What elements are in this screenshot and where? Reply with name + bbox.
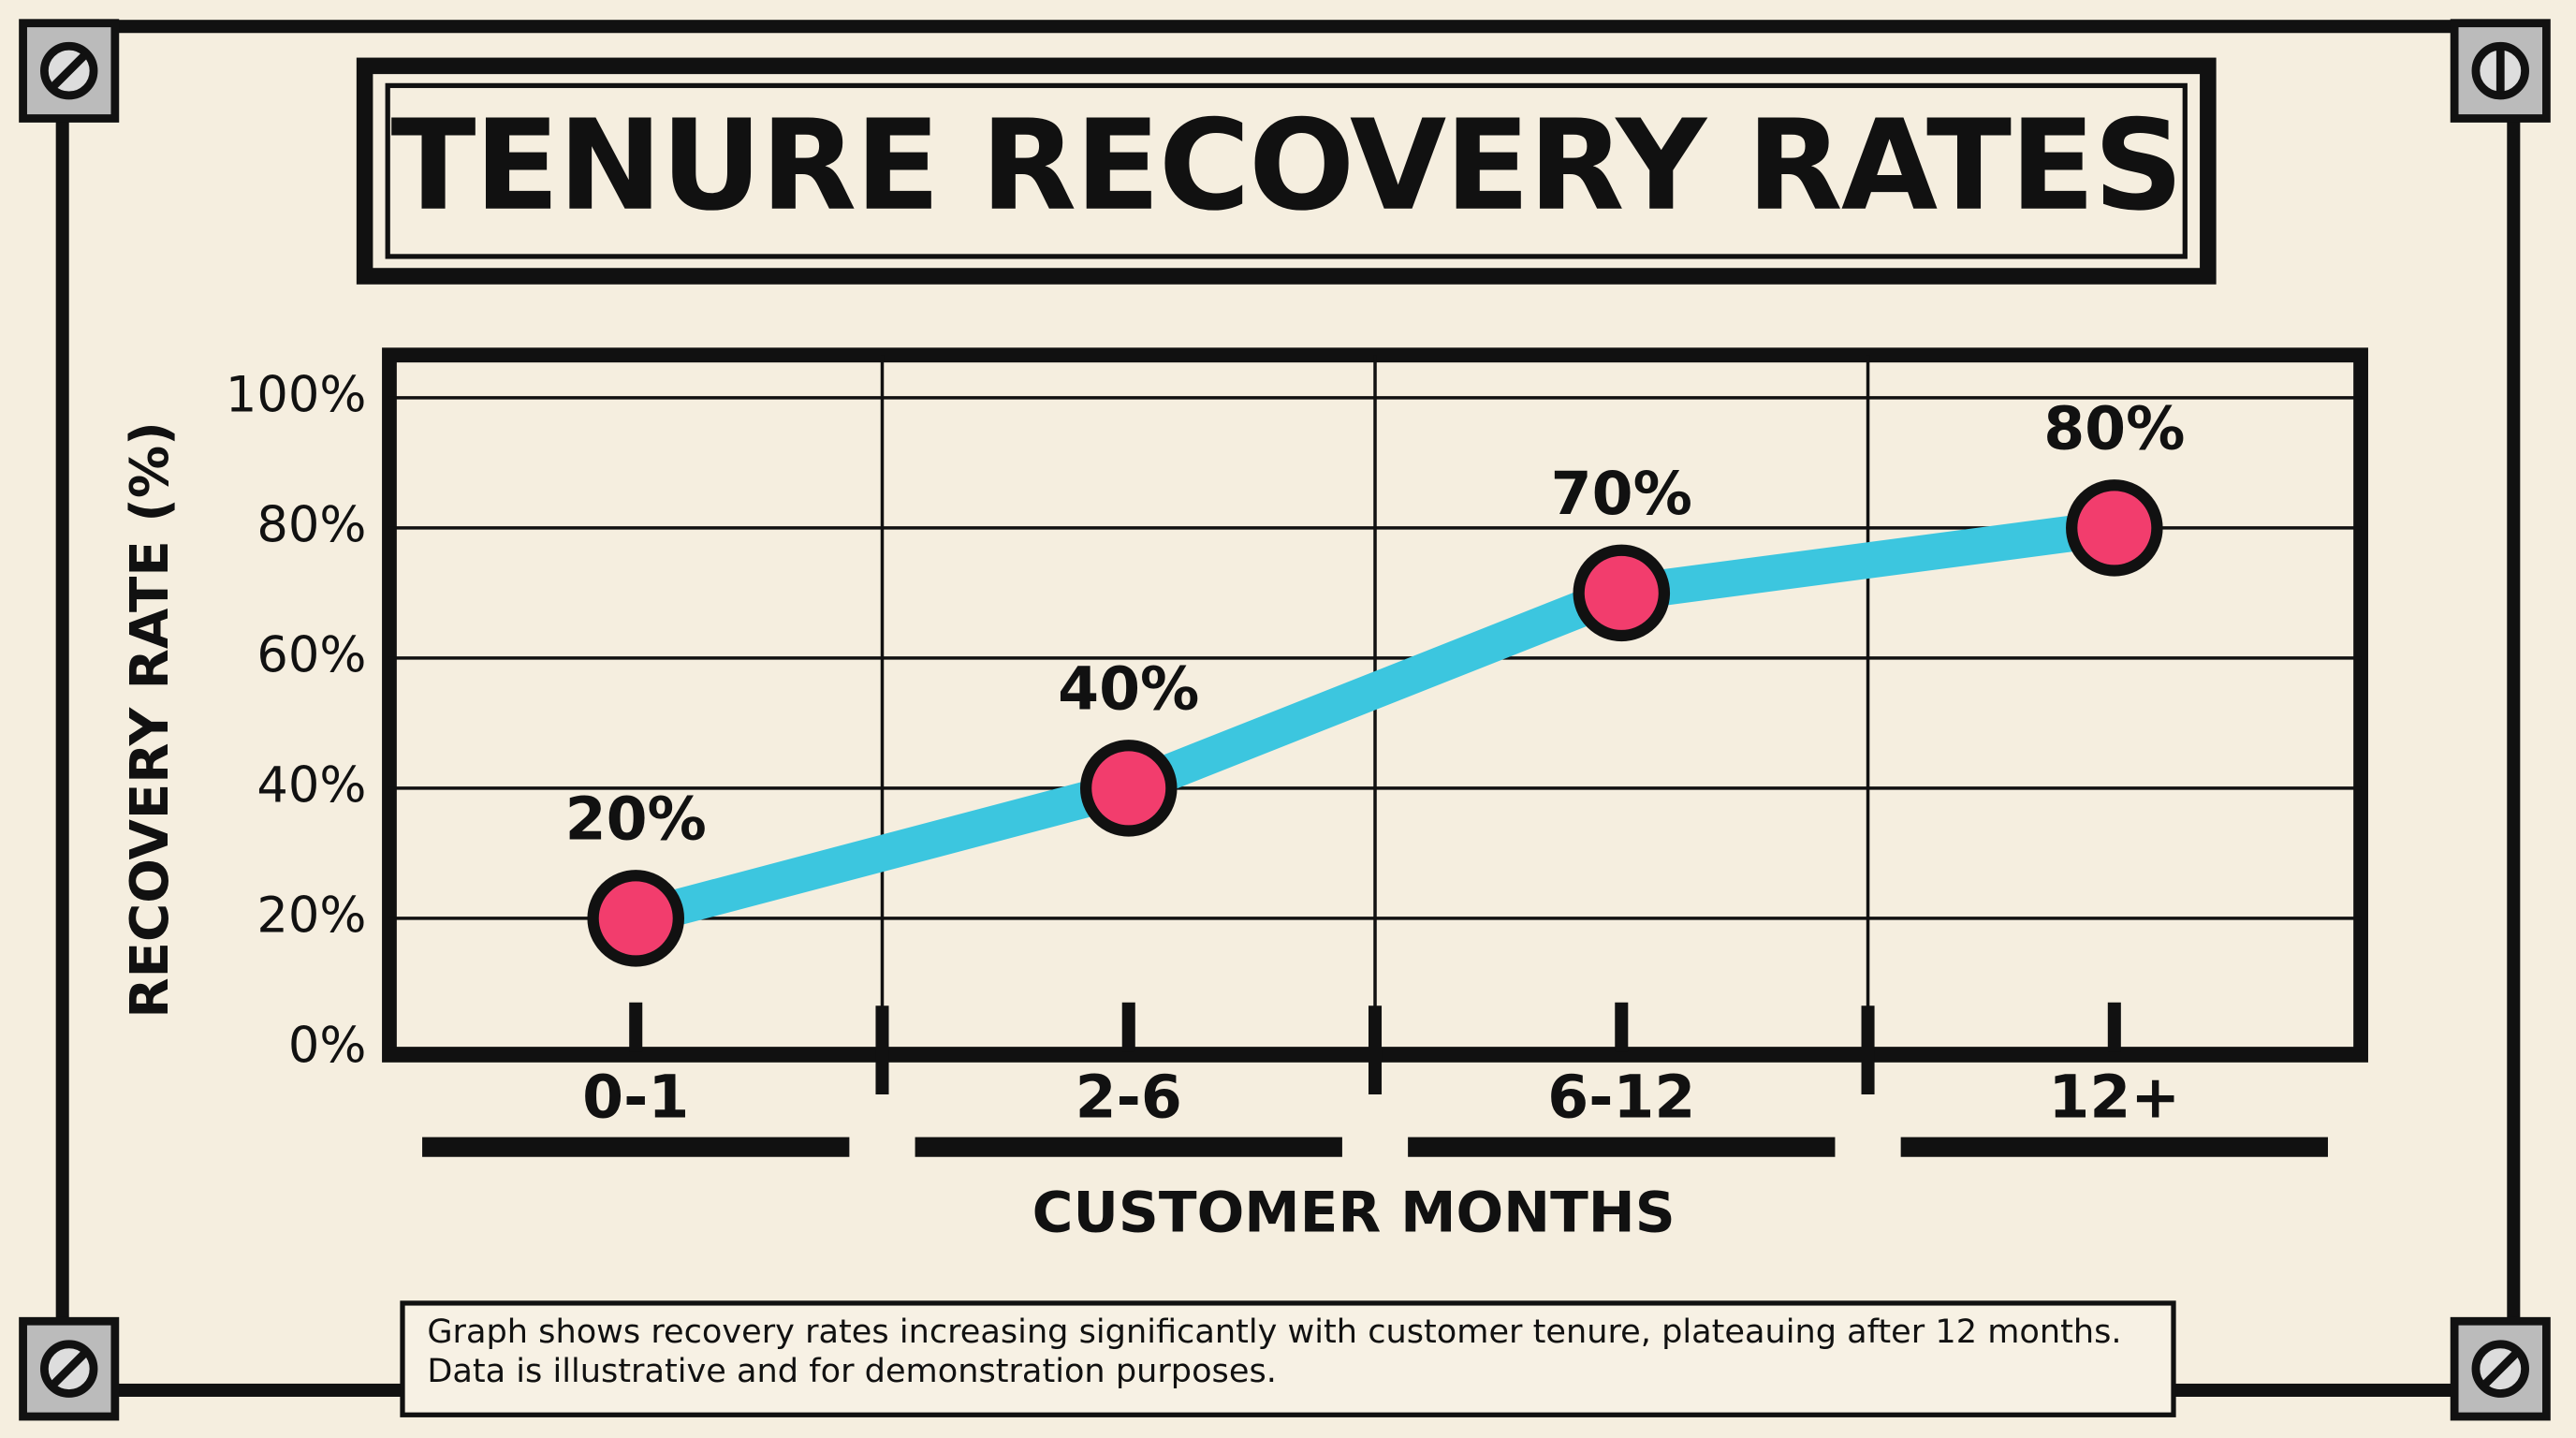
- x-tick-label: 12+: [2048, 1063, 2180, 1132]
- y-axis-label: RECOVERY RATE (%): [120, 421, 181, 1018]
- y-tick-label: 40%: [256, 757, 366, 814]
- data-label: 20%: [565, 785, 707, 854]
- marker: [1573, 544, 1671, 642]
- y-tick-label: 0%: [288, 1018, 367, 1075]
- y-tick-label: 60%: [256, 627, 366, 684]
- marker: [1079, 740, 1178, 837]
- x-tick-label: 6-12: [1547, 1063, 1695, 1132]
- x-axis-label: CUSTOMER MONTHS: [1032, 1181, 1676, 1246]
- note: Graph shows recovery rates increasing si…: [427, 1311, 2122, 1390]
- title-box: [356, 57, 2217, 285]
- marker: [587, 870, 684, 967]
- line: [631, 509, 2117, 936]
- y-tick-label: 80%: [256, 497, 366, 554]
- note-container: Graph shows recovery rates increasing si…: [427, 1311, 2122, 1390]
- x-tick-label: 0-1: [582, 1063, 689, 1132]
- y-tick-label: 100%: [226, 367, 367, 424]
- data-label: 70%: [1551, 459, 1692, 528]
- note-box: [400, 1300, 2176, 1417]
- x-tick-label: 2-6: [1076, 1063, 1182, 1132]
- data-label: 80%: [2043, 394, 2185, 463]
- chart-title: TENURE RECOVERY RATES: [391, 94, 2182, 239]
- data-label: 40%: [1058, 654, 1199, 724]
- marker: [2066, 479, 2163, 577]
- corner-screws: [19, 19, 2551, 1421]
- title-box-inner: [385, 82, 2188, 259]
- y-tick-label: 20%: [256, 888, 366, 945]
- plot: 0% 20% 40% 60% 80% 100% 0-1 2-6 6-12 12+ 20% 40% 70%…: [226, 355, 2362, 1157]
